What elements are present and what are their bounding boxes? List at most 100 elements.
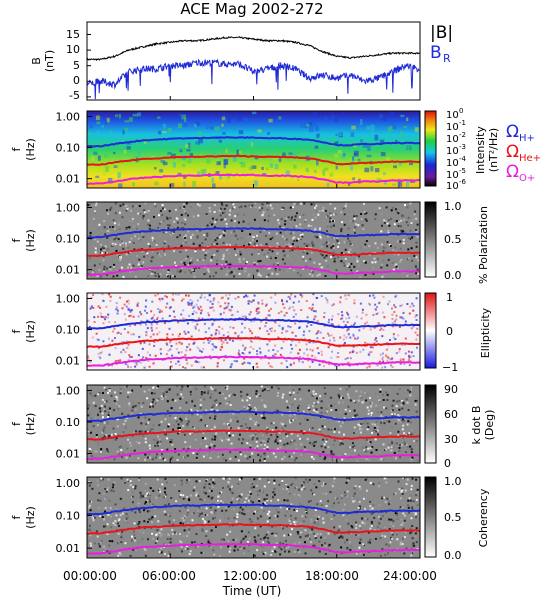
intensity-speckle (215, 171, 220, 175)
gray-speckle (147, 421, 150, 424)
gray-speckle (289, 206, 292, 209)
ellipticity-speckle (316, 331, 319, 334)
gray-speckle (240, 530, 243, 533)
gray-speckle (120, 449, 123, 452)
gray-speckle (347, 227, 350, 230)
gray-speckle (310, 252, 313, 254)
gray-speckle (372, 267, 375, 270)
gray-speckle (289, 514, 292, 517)
gray-speckle (139, 213, 142, 215)
gray-speckle (364, 507, 366, 510)
gray-speckle (186, 514, 189, 516)
ellipticity-speckle (128, 325, 131, 327)
ellipticity-speckle (93, 316, 96, 319)
ellipticity-speckle (187, 303, 190, 306)
gray-speckle (138, 530, 141, 533)
gray-speckle (101, 516, 104, 518)
gray-speckle (343, 433, 345, 436)
gray-speckle (366, 450, 369, 453)
gray-speckle (376, 258, 379, 260)
gray-speckle (176, 548, 179, 551)
gray-speckle (144, 441, 147, 444)
gray-speckle (104, 410, 107, 413)
gray-speckle (129, 554, 132, 557)
gray-speckle (183, 217, 186, 220)
ellipticity-speckle (171, 333, 174, 336)
gray-speckle (325, 209, 327, 212)
gray-speckle (296, 203, 299, 206)
gray-speckle (290, 417, 293, 420)
gray-speckle (255, 408, 258, 411)
gray-speckle (415, 230, 418, 233)
gray-speckle (319, 264, 322, 267)
gray-speckle (413, 440, 415, 442)
freq-tick-label: 0.01 (56, 355, 81, 368)
gray-speckle (296, 391, 299, 394)
ellipticity-speckle (196, 361, 199, 363)
gray-speckle (183, 433, 186, 436)
gray-speckle (399, 260, 402, 263)
gray-speckle (196, 236, 199, 239)
gray-speckle (340, 252, 343, 254)
gray-speckle (266, 208, 269, 211)
gray-speckle (398, 449, 401, 452)
gray-speckle (399, 240, 402, 243)
gray-speckle (236, 420, 239, 423)
gray-speckle (192, 242, 195, 245)
gray-speckle (333, 477, 336, 480)
gray-speckle (384, 405, 387, 408)
ellipticity-speckle (198, 348, 201, 351)
gray-speckle (330, 428, 333, 431)
gray-speckle (107, 229, 110, 232)
gray-speckle (324, 446, 327, 449)
intensity-tick-exp-1: -1 (459, 119, 466, 127)
ellipticity-speckle (388, 300, 391, 303)
ellipticity-speckle (346, 357, 349, 360)
ellipticity-speckle (261, 302, 264, 305)
gray-speckle (361, 446, 364, 449)
gray-speckle (239, 547, 242, 550)
gray-speckle (107, 411, 110, 414)
gray-speckle (362, 401, 364, 403)
gray-speckle (159, 456, 161, 459)
gray-speckle (277, 499, 280, 501)
gray-speckle (290, 218, 293, 221)
gray-speckle (345, 202, 348, 205)
gray-speckle (173, 261, 176, 264)
intensity-speckle (269, 163, 274, 168)
gray-speckle (380, 528, 382, 530)
intensity-speckle (362, 144, 368, 148)
gray-speckle (264, 440, 267, 443)
gray-speckle (113, 481, 116, 484)
gray-speckle (168, 423, 170, 426)
intensity-speckle (385, 157, 390, 162)
gray-speckle (275, 409, 278, 412)
gray-speckle (285, 238, 288, 241)
freq-axis-label-hz: (Hz) (24, 229, 37, 252)
gray-speckle (287, 533, 290, 536)
gray-speckle (361, 521, 364, 524)
gray-speckle (163, 219, 166, 222)
gray-speckle (400, 524, 403, 526)
x-tick-12: 12:00:00 (223, 569, 277, 583)
gray-speckle (145, 423, 148, 426)
ellipticity-speckle (147, 360, 150, 362)
gray-speckle (152, 537, 155, 540)
ellipticity-speckle (216, 361, 219, 364)
gray-speckle (415, 245, 418, 248)
ellipticity-speckle (348, 316, 351, 319)
gray-speckle (318, 243, 321, 246)
gray-speckle (243, 244, 245, 247)
gray-speckle (315, 393, 317, 395)
gray-speckle (108, 498, 111, 500)
gray-speckle (293, 418, 296, 421)
gray-speckle (215, 432, 218, 435)
gray-speckle (406, 423, 409, 426)
gray-speckle (121, 240, 124, 243)
gray-speckle (393, 436, 396, 439)
gray-speckle (151, 516, 154, 519)
gray-speckle (162, 457, 165, 460)
gray-speckle (346, 447, 349, 450)
gray-speckle (122, 247, 125, 250)
ellipticity-speckle (351, 349, 354, 352)
